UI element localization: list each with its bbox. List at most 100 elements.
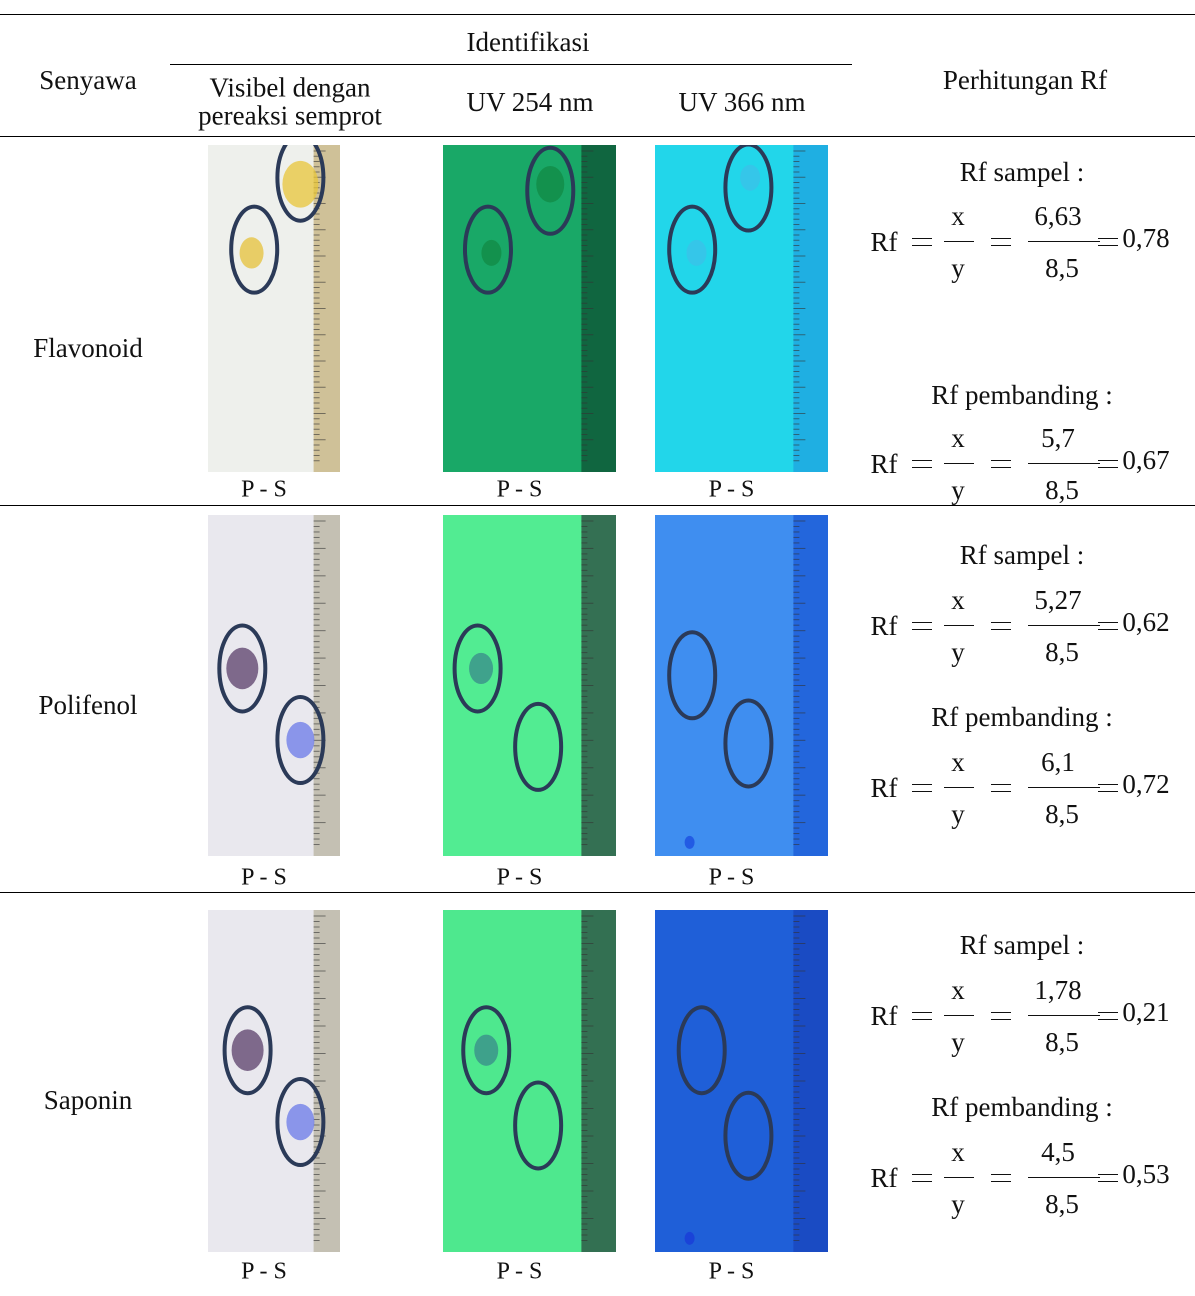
tlc-plate-photo xyxy=(208,910,340,1252)
equals-sign xyxy=(1098,1012,1118,1020)
fraction-bar xyxy=(944,787,974,788)
rf-result: 0,53 xyxy=(1122,1160,1169,1188)
tlc-plate-photo xyxy=(208,515,340,856)
tlc-plate-photo xyxy=(208,145,340,472)
tlc-plate-photo xyxy=(443,910,616,1252)
rf-lhs: Rf xyxy=(871,1164,898,1192)
equals-sign xyxy=(1098,784,1118,792)
fraction-bar xyxy=(944,1015,974,1016)
denominator: 8,5 xyxy=(1045,476,1079,504)
spot xyxy=(536,166,564,202)
equals-sign xyxy=(1098,460,1118,468)
plate-label: P - S xyxy=(241,1259,287,1284)
equals-sign xyxy=(991,1012,1011,1020)
spot xyxy=(286,722,314,758)
x-symbol: x xyxy=(951,424,965,452)
spot xyxy=(282,161,318,208)
tlc-plate-photo xyxy=(655,910,828,1252)
y-symbol: y xyxy=(951,638,965,666)
equals-sign xyxy=(1098,622,1118,630)
denominator: 8,5 xyxy=(1045,254,1079,282)
header-compound: Senyawa xyxy=(39,66,136,94)
rf-result: 0,21 xyxy=(1122,998,1169,1026)
plate-label: P - S xyxy=(497,477,543,502)
equals-sign xyxy=(912,238,932,246)
equals-sign xyxy=(991,1174,1011,1182)
fraction-bar xyxy=(1028,1177,1100,1178)
rf-heading: Rf pembanding : xyxy=(931,381,1112,409)
numerator: 1,78 xyxy=(1034,976,1081,1004)
y-symbol: y xyxy=(951,800,965,828)
header-rf: Perhitungan Rf xyxy=(943,66,1107,94)
header-uv254: UV 254 nm xyxy=(466,88,593,116)
rf-lhs: Rf xyxy=(871,450,898,478)
compound-name: Flavonoid xyxy=(33,334,143,362)
spot xyxy=(240,237,264,268)
x-symbol: x xyxy=(951,748,965,776)
numerator: 6,63 xyxy=(1034,202,1081,230)
denominator: 8,5 xyxy=(1045,638,1079,666)
compound-name: Saponin xyxy=(44,1086,133,1114)
plate-label: P - S xyxy=(497,1259,543,1284)
x-symbol: x xyxy=(951,586,965,614)
header-uv366: UV 366 nm xyxy=(678,88,805,116)
rf-heading: Rf sampel : xyxy=(960,158,1084,186)
fraction-bar xyxy=(1028,787,1100,788)
rf-heading: Rf sampel : xyxy=(960,931,1084,959)
fraction-bar xyxy=(1028,241,1100,242)
header-rule xyxy=(0,136,1195,137)
tlc-plate-photo xyxy=(443,515,616,856)
denominator: 8,5 xyxy=(1045,800,1079,828)
equals-sign xyxy=(991,622,1011,630)
spot xyxy=(232,1029,264,1071)
x-symbol: x xyxy=(951,976,965,1004)
tlc-plate-photo xyxy=(443,145,616,472)
spot xyxy=(685,1232,695,1245)
equals-sign xyxy=(912,1174,932,1182)
denominator: 8,5 xyxy=(1045,1190,1079,1218)
rf-lhs: Rf xyxy=(871,1002,898,1030)
rf-heading: Rf pembanding : xyxy=(931,703,1112,731)
compound-name: Polifenol xyxy=(39,691,138,719)
spot xyxy=(286,1104,314,1140)
y-symbol: y xyxy=(951,1190,965,1218)
fraction-bar xyxy=(1028,625,1100,626)
x-symbol: x xyxy=(951,202,965,230)
spot xyxy=(469,653,493,684)
tlc-plate-photo xyxy=(655,145,828,472)
equals-sign xyxy=(991,784,1011,792)
equals-sign xyxy=(912,1012,932,1020)
plate-label: P - S xyxy=(709,865,755,890)
y-symbol: y xyxy=(951,476,965,504)
fraction-bar xyxy=(944,625,974,626)
numerator: 4,5 xyxy=(1041,1138,1075,1166)
plate-label: P - S xyxy=(709,1259,755,1284)
rf-result: 0,78 xyxy=(1122,224,1169,252)
rf-result: 0,62 xyxy=(1122,608,1169,636)
y-symbol: y xyxy=(951,1028,965,1056)
rf-heading: Rf sampel : xyxy=(960,541,1084,569)
header-visible: Visibel dengan pereaksi semprot xyxy=(165,74,415,131)
numerator: 6,1 xyxy=(1041,748,1075,776)
equals-sign xyxy=(912,460,932,468)
spot xyxy=(226,648,258,690)
rf-heading: Rf pembanding : xyxy=(931,1093,1112,1121)
fraction-bar xyxy=(944,1177,974,1178)
equals-sign xyxy=(991,460,1011,468)
rf-lhs: Rf xyxy=(871,612,898,640)
denominator: 8,5 xyxy=(1045,1028,1079,1056)
equals-sign xyxy=(912,784,932,792)
rf-result: 0,67 xyxy=(1122,446,1169,474)
fraction-bar xyxy=(1028,1015,1100,1016)
plate-label: P - S xyxy=(497,865,543,890)
spot xyxy=(474,1035,498,1066)
fraction-bar xyxy=(1028,463,1100,464)
equals-sign xyxy=(991,238,1011,246)
top-rule xyxy=(0,14,1195,15)
subheader-rule xyxy=(170,64,852,65)
plate-label: P - S xyxy=(241,477,287,502)
equals-sign xyxy=(1098,238,1118,246)
equals-sign xyxy=(912,622,932,630)
plate-label: P - S xyxy=(241,865,287,890)
tlc-plate-photo xyxy=(655,515,828,856)
